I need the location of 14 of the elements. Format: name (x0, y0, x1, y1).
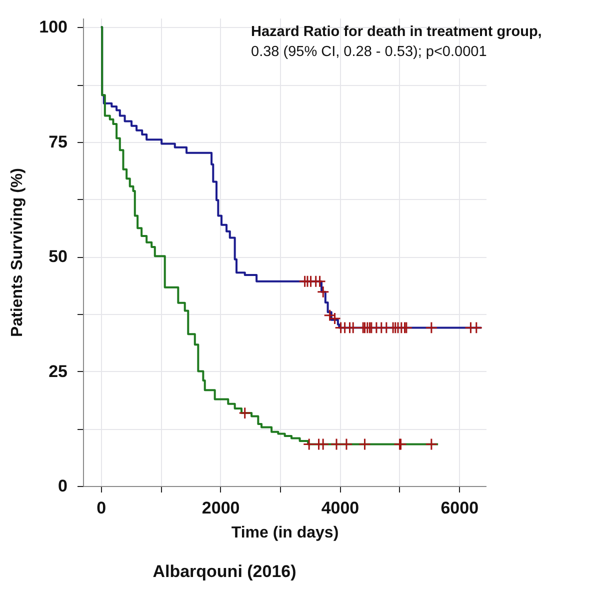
y-tick-label: 50 (48, 247, 68, 266)
y-tick-label: 100 (39, 18, 68, 37)
x-tick-label: 0 (96, 498, 106, 518)
x-tick-label: 2000 (202, 498, 240, 518)
y-tick-label: 25 (48, 362, 68, 381)
x-tick-label: 4000 (321, 498, 360, 518)
y-axis-title: Patients Surviving (%) (9, 168, 26, 337)
annotation: 0.38 (95% CI, 0.28 - 0.53); p<0.0001 (251, 44, 487, 60)
x-tick-label: 6000 (440, 498, 479, 518)
annotation: Hazard Ratio for death in treatment group, (251, 24, 542, 40)
x-axis-title: Time (in days) (231, 524, 339, 542)
y-tick-label: 75 (48, 132, 68, 152)
text: Albarqouni (2016) (152, 562, 296, 581)
y-tick-label: 0 (58, 476, 68, 496)
